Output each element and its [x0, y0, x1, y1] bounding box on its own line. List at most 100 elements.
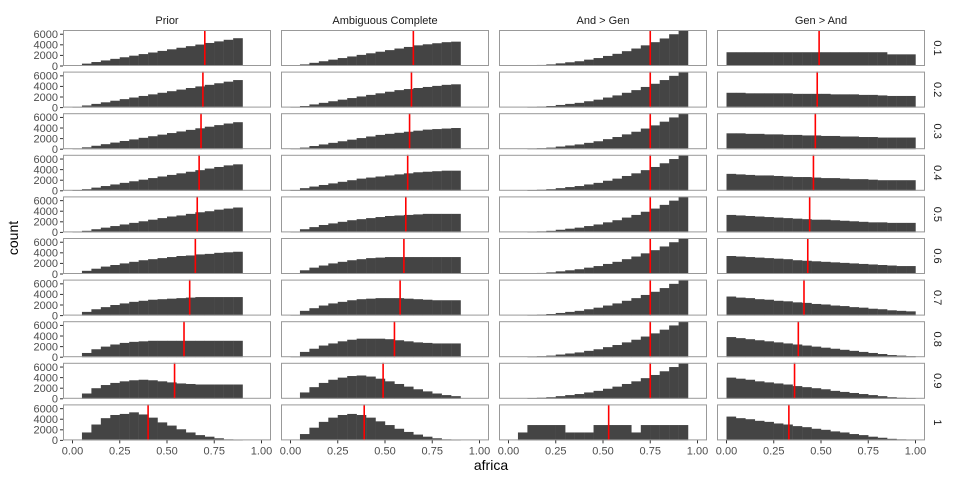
- histogram-bar: [811, 135, 822, 150]
- histogram-bar: [309, 308, 320, 316]
- facet-panel: [499, 279, 707, 316]
- histogram-bar: [347, 220, 357, 233]
- histogram-bar: [422, 44, 433, 66]
- histogram-bar: [555, 146, 566, 150]
- histogram-bar: [385, 425, 395, 441]
- y-tick-label: 6000: [34, 29, 58, 41]
- y-tick-label: 4000: [34, 81, 58, 93]
- histogram-bar: [659, 80, 670, 108]
- histogram-bar: [110, 58, 120, 66]
- histogram-bar: [214, 166, 224, 191]
- histogram-bar: [413, 342, 423, 358]
- histogram-bar: [754, 216, 765, 233]
- y-tick-label: 6000: [34, 71, 58, 83]
- facet-panel: [281, 362, 489, 399]
- histogram-bar: [441, 128, 452, 150]
- histogram-bar: [366, 338, 376, 358]
- y-tick-label: 6000: [34, 279, 58, 291]
- histogram-bar: [432, 43, 442, 66]
- histogram-bar: [318, 61, 329, 66]
- facet-panel: [717, 196, 925, 233]
- panel-layer: [63, 30, 925, 441]
- histogram-bar: [167, 49, 177, 66]
- histogram-bar: [204, 297, 215, 316]
- histogram-bar: [565, 228, 575, 233]
- panel-border: [281, 196, 489, 233]
- histogram-bar: [669, 242, 679, 274]
- histogram-bar: [441, 343, 452, 358]
- histogram-bar: [783, 134, 793, 150]
- histogram-bar: [821, 347, 831, 358]
- histogram-bar: [877, 265, 888, 274]
- histogram-bar: [81, 393, 92, 399]
- histogram-bar: [328, 303, 338, 316]
- row-strip-label: 0.6: [931, 248, 943, 263]
- histogram-bar: [214, 384, 224, 399]
- histogram-bar: [422, 299, 433, 316]
- panel-border: [281, 404, 489, 441]
- histogram-bar: [849, 350, 859, 358]
- histogram-bar: [849, 52, 859, 66]
- histogram-bar: [773, 258, 784, 274]
- row-strip-label: 0.8: [931, 332, 943, 347]
- histogram-bar: [593, 141, 604, 150]
- histogram-bar: [811, 261, 822, 274]
- histogram-bar: [356, 338, 367, 358]
- histogram-bar: [669, 425, 679, 441]
- histogram-bar: [565, 103, 575, 108]
- histogram-bar: [631, 48, 641, 66]
- histogram-bar: [811, 303, 822, 316]
- x-tick-label: 0.25: [545, 445, 566, 457]
- histogram-bar: [745, 133, 756, 150]
- histogram-bar: [328, 417, 338, 441]
- histogram-bar: [366, 53, 376, 66]
- histogram-bar: [773, 175, 784, 191]
- histogram-bar: [849, 136, 859, 150]
- histogram-bar: [157, 422, 168, 441]
- facet-panel: [63, 321, 271, 358]
- histogram-bar: [821, 178, 831, 191]
- histogram-bar: [726, 214, 737, 233]
- facet-panel: [63, 71, 271, 108]
- histogram-bar: [148, 178, 158, 191]
- histogram-bar: [574, 432, 585, 441]
- histogram-bar: [337, 261, 348, 274]
- facet-panel: [63, 279, 271, 316]
- histogram-bar: [593, 307, 604, 316]
- histogram-bar: [129, 55, 139, 66]
- histogram-bar: [631, 339, 641, 358]
- histogram-bar: [432, 213, 442, 233]
- histogram-bar: [726, 296, 737, 316]
- facet-panel: [63, 154, 271, 191]
- histogram-bar: [119, 140, 130, 150]
- histogram-bar: [773, 93, 784, 108]
- histogram-bar: [735, 52, 746, 66]
- histogram-bar: [394, 90, 405, 108]
- row-strip-label: 0.9: [931, 373, 943, 388]
- histogram-bar: [432, 171, 442, 191]
- histogram-bar: [422, 213, 433, 233]
- panel-border: [717, 113, 925, 150]
- histogram-bar: [858, 179, 869, 191]
- histogram-bar: [157, 258, 168, 274]
- histogram-bar: [650, 250, 660, 274]
- histogram-bar: [858, 351, 869, 358]
- histogram-bar: [887, 95, 897, 108]
- histogram-bar: [603, 305, 613, 316]
- histogram-bar: [574, 310, 585, 316]
- histogram-bar: [811, 93, 822, 108]
- histogram-bar: [204, 384, 215, 399]
- histogram-bar: [650, 83, 660, 108]
- histogram-bar: [129, 341, 139, 358]
- y-tick-label: 0: [52, 61, 58, 73]
- histogram-bar: [204, 42, 215, 66]
- histogram-bar: [565, 311, 575, 316]
- facet-panel: [281, 154, 489, 191]
- histogram-bar: [792, 93, 803, 108]
- histogram-bar: [337, 99, 348, 108]
- facet-panel: [281, 71, 489, 108]
- histogram-bar: [157, 92, 168, 108]
- histogram-bar: [650, 125, 660, 150]
- histogram-bar: [119, 224, 130, 233]
- histogram-bar: [432, 85, 442, 108]
